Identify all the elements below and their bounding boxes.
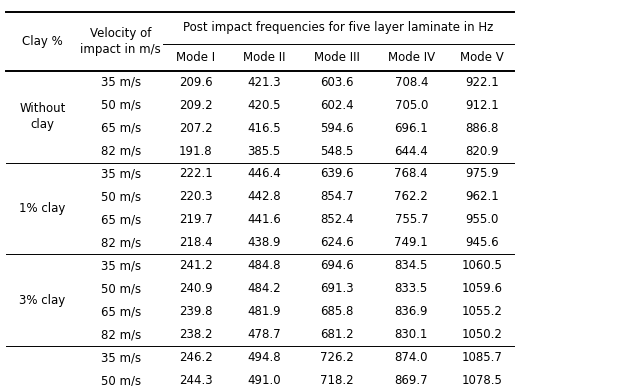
Text: 1059.6: 1059.6 <box>461 282 503 295</box>
Text: 207.2: 207.2 <box>179 122 213 135</box>
Text: 191.8: 191.8 <box>179 144 213 157</box>
Text: 945.6: 945.6 <box>465 236 499 249</box>
Text: 836.9: 836.9 <box>394 305 428 318</box>
Text: 602.4: 602.4 <box>320 98 354 112</box>
Text: Clay %: Clay % <box>22 35 63 47</box>
Text: 1085.7: 1085.7 <box>461 351 503 364</box>
Text: Mode IV: Mode IV <box>387 51 435 64</box>
Text: 35 m/s: 35 m/s <box>101 351 140 364</box>
Text: 726.2: 726.2 <box>320 351 354 364</box>
Text: 50 m/s: 50 m/s <box>101 374 140 386</box>
Text: 420.5: 420.5 <box>247 98 281 112</box>
Text: 50 m/s: 50 m/s <box>101 190 140 203</box>
Text: 441.6: 441.6 <box>247 213 281 227</box>
Text: 548.5: 548.5 <box>320 144 354 157</box>
Text: 749.1: 749.1 <box>394 236 428 249</box>
Text: 594.6: 594.6 <box>320 122 354 135</box>
Text: 975.9: 975.9 <box>465 168 499 181</box>
Text: 222.1: 222.1 <box>179 168 213 181</box>
Text: 209.2: 209.2 <box>179 98 213 112</box>
Text: 82 m/s: 82 m/s <box>100 236 141 249</box>
Text: 820.9: 820.9 <box>465 144 499 157</box>
Text: 624.6: 624.6 <box>320 236 354 249</box>
Text: 869.7: 869.7 <box>394 374 428 386</box>
Text: 1% clay: 1% clay <box>19 202 65 215</box>
Text: 35 m/s: 35 m/s <box>101 168 140 181</box>
Text: 833.5: 833.5 <box>394 282 428 295</box>
Text: Mode II: Mode II <box>243 51 285 64</box>
Text: 491.0: 491.0 <box>247 374 281 386</box>
Text: 681.2: 681.2 <box>320 328 354 341</box>
Text: 1078.5: 1078.5 <box>461 374 503 386</box>
Text: Without
clay: Without clay <box>19 102 65 131</box>
Text: 1055.2: 1055.2 <box>461 305 503 318</box>
Text: 3% clay: 3% clay <box>19 294 65 307</box>
Text: 240.9: 240.9 <box>179 282 213 295</box>
Text: 50 m/s: 50 m/s <box>101 282 140 295</box>
Text: 385.5: 385.5 <box>247 144 281 157</box>
Text: 830.1: 830.1 <box>394 328 428 341</box>
Text: 852.4: 852.4 <box>320 213 354 227</box>
Text: 962.1: 962.1 <box>465 190 499 203</box>
Text: 708.4: 708.4 <box>394 76 428 89</box>
Text: 218.4: 218.4 <box>179 236 213 249</box>
Text: 603.6: 603.6 <box>320 76 354 89</box>
Text: 494.8: 494.8 <box>247 351 281 364</box>
Text: 238.2: 238.2 <box>179 328 213 341</box>
Text: 65 m/s: 65 m/s <box>100 305 141 318</box>
Text: Mode I: Mode I <box>176 51 216 64</box>
Text: 442.8: 442.8 <box>247 190 281 203</box>
Text: 762.2: 762.2 <box>394 190 428 203</box>
Text: 955.0: 955.0 <box>465 213 499 227</box>
Text: 239.8: 239.8 <box>179 305 213 318</box>
Text: 854.7: 854.7 <box>320 190 354 203</box>
Text: 644.4: 644.4 <box>394 144 428 157</box>
Text: 65 m/s: 65 m/s <box>100 122 141 135</box>
Text: Mode V: Mode V <box>460 51 504 64</box>
Text: Velocity of
impact in m/s: Velocity of impact in m/s <box>80 27 161 56</box>
Text: 65 m/s: 65 m/s <box>100 213 141 227</box>
Text: 755.7: 755.7 <box>394 213 428 227</box>
Text: 718.2: 718.2 <box>320 374 354 386</box>
Text: 446.4: 446.4 <box>247 168 281 181</box>
Text: 82 m/s: 82 m/s <box>100 144 141 157</box>
Text: 481.9: 481.9 <box>247 305 281 318</box>
Text: 478.7: 478.7 <box>247 328 281 341</box>
Text: 421.3: 421.3 <box>247 76 281 89</box>
Text: Mode III: Mode III <box>314 51 360 64</box>
Text: 219.7: 219.7 <box>179 213 213 227</box>
Text: 874.0: 874.0 <box>394 351 428 364</box>
Text: 1050.2: 1050.2 <box>461 328 503 341</box>
Text: 438.9: 438.9 <box>247 236 281 249</box>
Text: 484.8: 484.8 <box>247 259 281 273</box>
Text: 209.6: 209.6 <box>179 76 213 89</box>
Text: 50 m/s: 50 m/s <box>101 98 140 112</box>
Text: 694.6: 694.6 <box>320 259 354 273</box>
Text: 416.5: 416.5 <box>247 122 281 135</box>
Text: 35 m/s: 35 m/s <box>101 259 140 273</box>
Text: 834.5: 834.5 <box>394 259 428 273</box>
Text: 705.0: 705.0 <box>394 98 428 112</box>
Text: 696.1: 696.1 <box>394 122 428 135</box>
Text: 768.4: 768.4 <box>394 168 428 181</box>
Text: 484.2: 484.2 <box>247 282 281 295</box>
Text: 922.1: 922.1 <box>465 76 499 89</box>
Text: 685.8: 685.8 <box>320 305 354 318</box>
Text: 639.6: 639.6 <box>320 168 354 181</box>
Text: 886.8: 886.8 <box>465 122 499 135</box>
Text: 220.3: 220.3 <box>179 190 213 203</box>
Text: Post impact frequencies for five layer laminate in Hz: Post impact frequencies for five layer l… <box>183 22 494 34</box>
Text: 241.2: 241.2 <box>179 259 213 273</box>
Text: 244.3: 244.3 <box>179 374 213 386</box>
Text: 1060.5: 1060.5 <box>461 259 503 273</box>
Text: 691.3: 691.3 <box>320 282 354 295</box>
Text: 35 m/s: 35 m/s <box>101 76 140 89</box>
Text: 246.2: 246.2 <box>179 351 213 364</box>
Text: 912.1: 912.1 <box>465 98 499 112</box>
Text: 82 m/s: 82 m/s <box>100 328 141 341</box>
